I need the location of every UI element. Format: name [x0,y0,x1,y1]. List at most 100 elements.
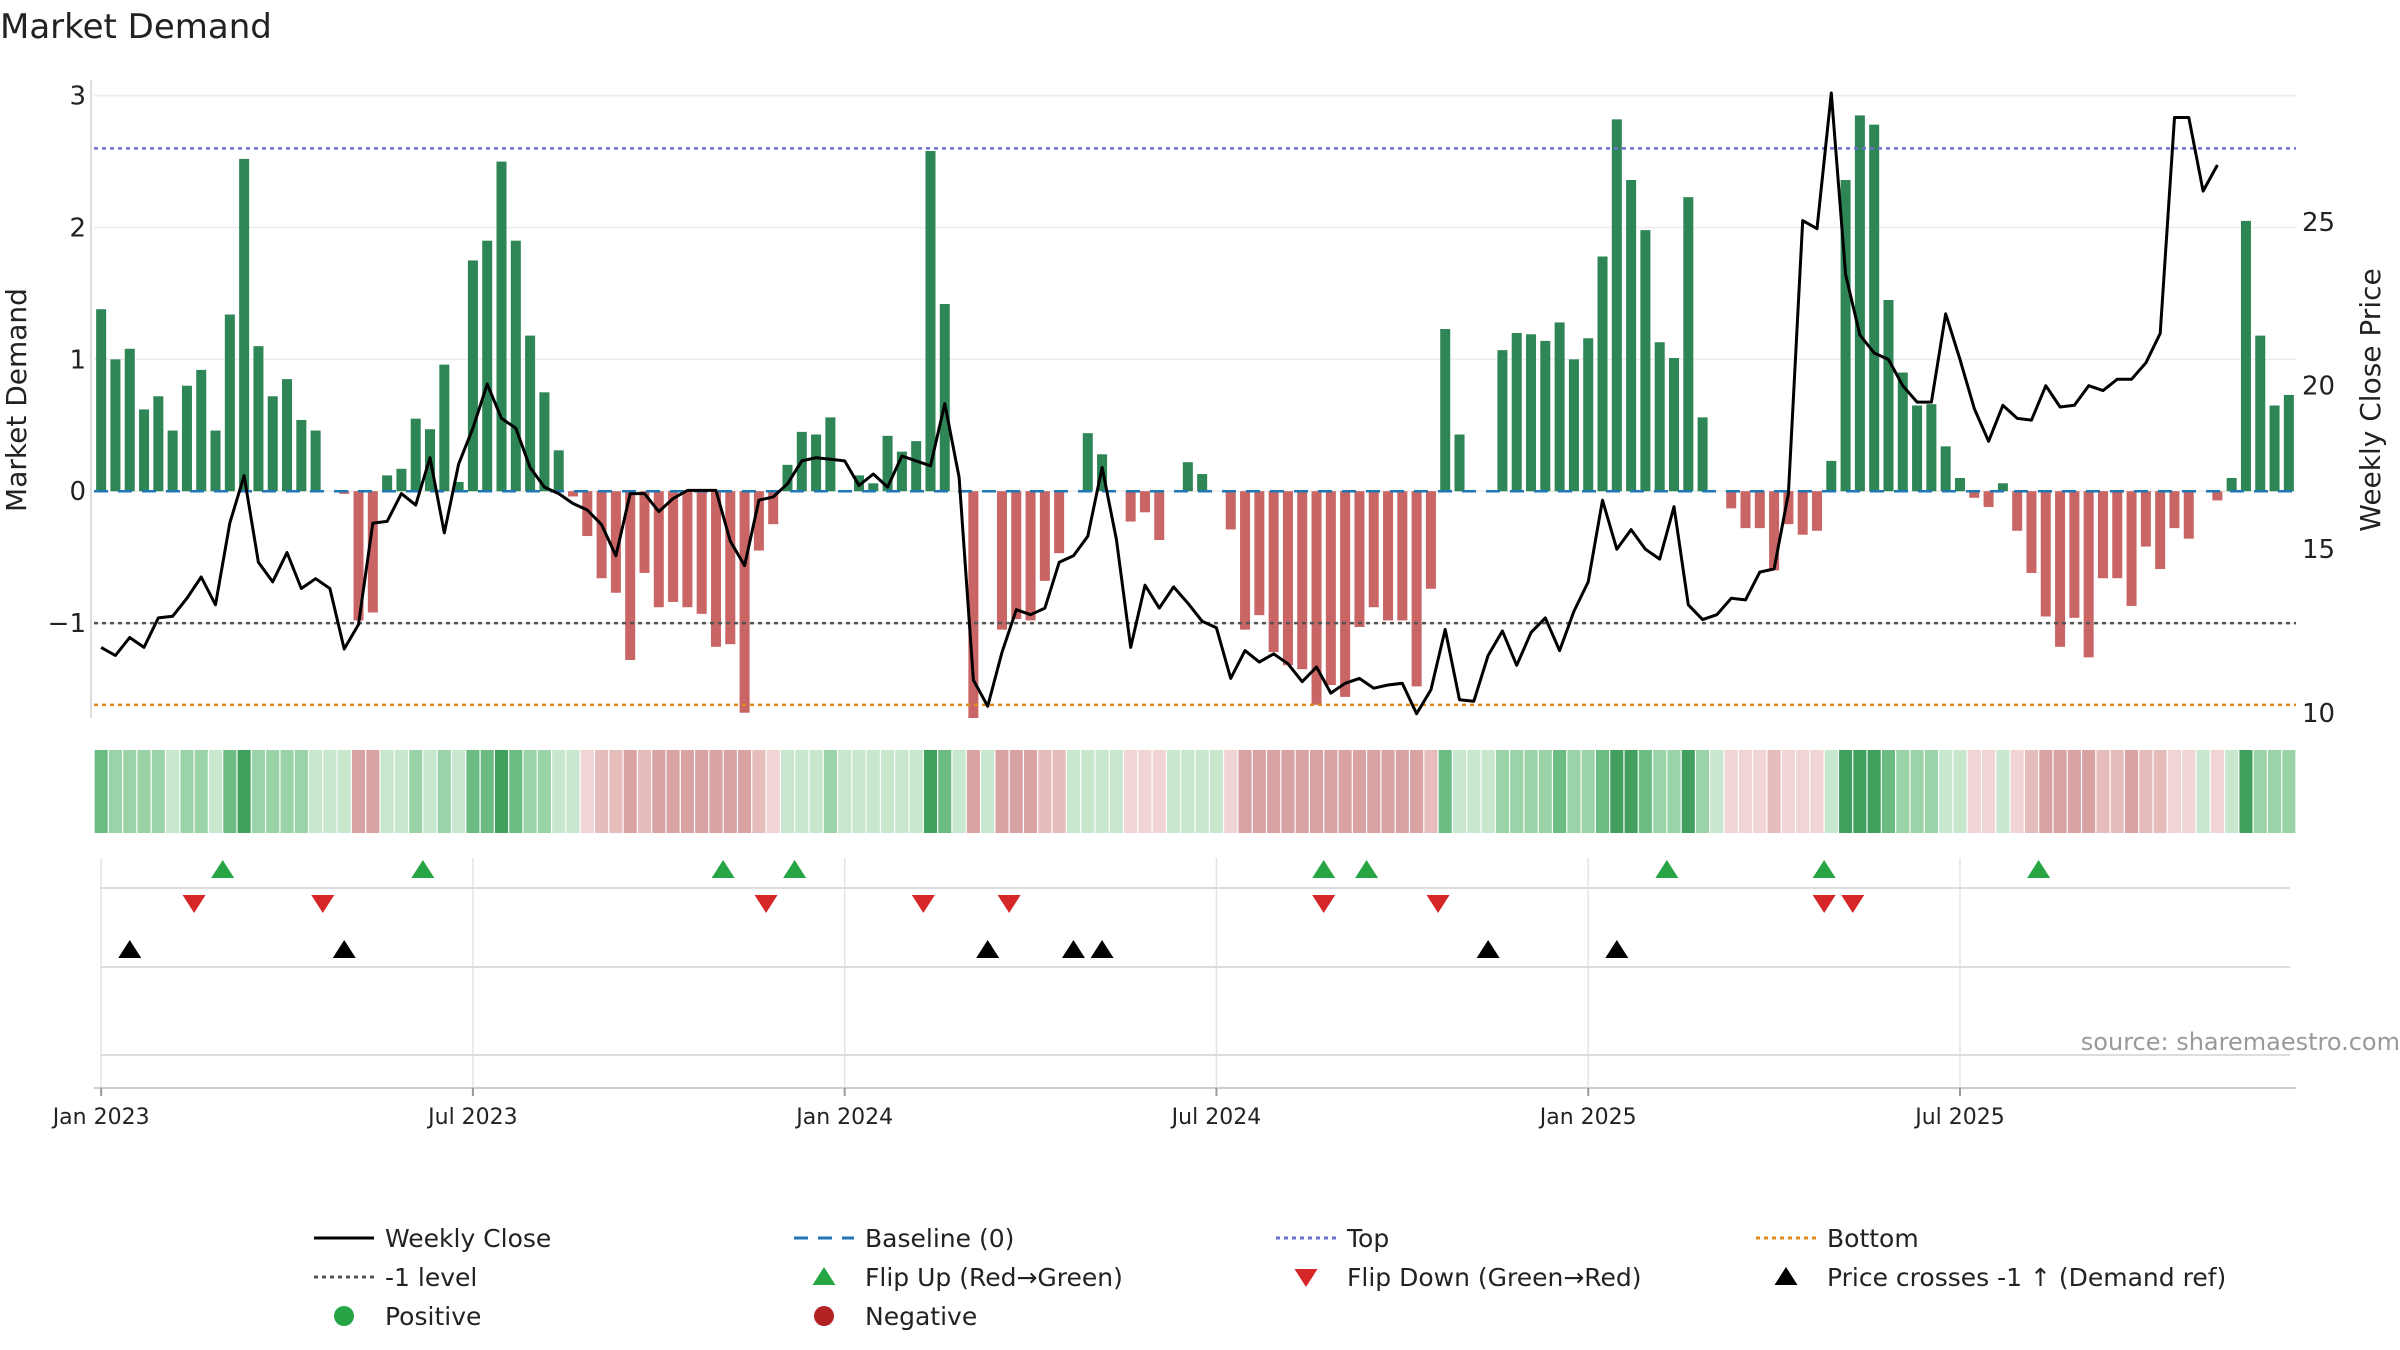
weekly-close-series [100,91,2219,716]
demand-bar [239,158,250,492]
intensity-cell [1267,750,1281,833]
intensity-cell [1538,750,1552,833]
intensity-cell [1338,750,1352,833]
intensity-cell [595,750,609,833]
intensity-cell [566,750,580,833]
intensity-cell [1295,750,1309,833]
demand-bar [1783,491,1794,525]
intensity-cell [180,750,194,833]
demand-bar [1797,491,1808,535]
intensity-cell [995,750,1009,833]
intensity-cell [609,750,623,833]
demand-bar [1840,180,1851,492]
demand-bar [2212,491,2223,501]
flip-up-marker [1812,860,1836,878]
intensity-cell [2239,750,2253,833]
y2-tick-label: 15 [2302,535,2335,565]
intensity-cell [2096,750,2110,833]
demand-bar [1683,197,1694,492]
demand-bar [467,260,478,492]
intensity-cell [2082,750,2096,833]
x-tick-label: Jan 2024 [794,1105,893,1130]
intensity-cell [2039,750,2053,833]
intensity-cell [1967,750,1981,833]
y2-axis-label: Weekly Close Price [2354,268,2387,531]
intensity-cell [1853,750,1867,833]
intensity-cell [1982,750,1996,833]
demand-bar [2055,491,2066,647]
demand-bar [1282,491,1293,666]
intensity-cell [738,750,752,833]
y-tick-label: 2 [69,213,86,243]
demand-bar [1954,478,1965,492]
demand-bar [2026,491,2037,573]
demand-bar [1554,322,1565,492]
demand-bar [782,464,793,492]
intensity-cell [1881,750,1896,833]
demand-bars [96,115,2294,718]
demand-bar [1440,329,1451,492]
demand-bar [1969,491,1980,498]
demand-bar [310,430,321,492]
demand-bar [725,491,736,645]
y-tick-label: 1 [69,345,86,375]
demand-bar [367,491,378,613]
demand-bar [1082,433,1093,492]
intensity-cell [2125,750,2139,833]
intensity-cell [866,750,880,833]
flip-down-marker [911,895,935,913]
intensity-cell [1696,750,1710,833]
flip-down-marker [182,895,206,913]
intensity-cell [1839,750,1853,833]
demand-bar [553,450,564,492]
demand-bar [1883,300,1894,492]
demand-bar [1926,404,1937,492]
intensity-cell [194,750,208,833]
intensity-cell [1195,750,1209,833]
intensity-cell [423,750,437,833]
source-note: source: sharemaestro.com [2081,1028,2400,1056]
demand-bar [482,240,493,492]
intensity-cell [637,750,652,833]
demand-bar [196,369,207,492]
x-tick-label: Jan 2023 [51,1105,150,1130]
y2-tick-label: 25 [2302,208,2335,238]
demand-bar [1640,230,1651,492]
demand-bar [2069,491,2080,618]
demand-bar [1583,338,1594,492]
intensity-cell [1109,750,1123,833]
intensity-cell [2225,750,2239,833]
intensity-cell [2196,750,2210,833]
demand-bar [210,430,221,492]
demand-bar [453,481,464,492]
demand-bar [1654,342,1665,492]
demand-bar [1597,256,1608,492]
legend: Weekly Close Baseline (0) Top Bottom -1 leve… [314,1224,2226,1331]
intensity-cell [2053,750,2067,833]
intensity-cell [1281,750,1295,833]
price-cross-marker [1090,940,1114,958]
demand-bar [2169,491,2180,529]
intensity-cell [337,750,351,833]
legend-swatch [334,1306,354,1326]
demand-bar [2255,335,2266,492]
intensity-cell [1381,750,1395,833]
intensity-cell [809,750,823,833]
intensity-cell [437,750,451,833]
demand-bar [1697,417,1708,492]
demand-bar [1740,491,1751,529]
demand-bar [1854,115,1865,492]
intensity-cell [1624,750,1638,833]
flip-up-marker [211,860,235,878]
intensity-cell [1781,750,1795,833]
event-markers [100,860,2290,1287]
intensity-cell [1224,750,1238,833]
demand-bar [382,475,393,492]
intensity-cell [895,750,909,833]
intensity-cell [709,750,723,833]
x-tick-label: Jan 2025 [1538,1105,1637,1130]
intensity-cell [1452,750,1467,833]
demand-bar [439,364,450,492]
demand-bar [1983,491,1994,508]
intensity-cell [494,750,509,833]
